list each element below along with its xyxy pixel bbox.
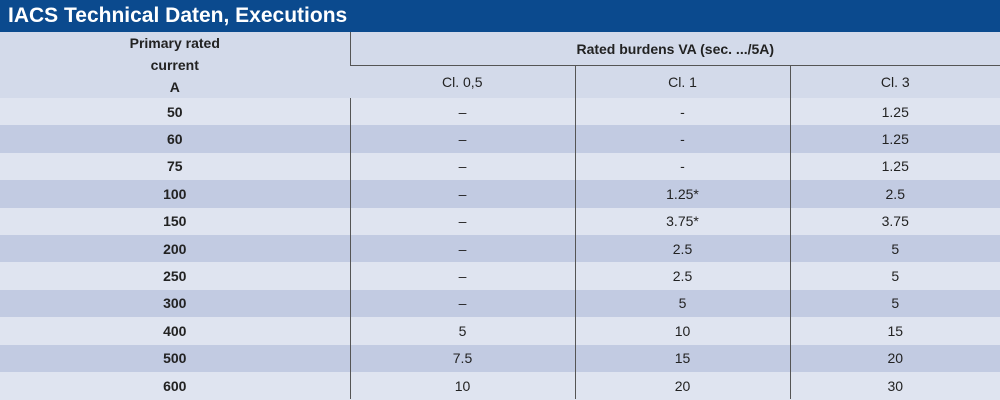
table-row: 600 10 20 30 bbox=[0, 371, 1000, 400]
table-cell: – bbox=[349, 207, 575, 235]
table-cell: 10 bbox=[574, 317, 790, 345]
table-cell: 300 bbox=[0, 289, 350, 318]
table-cell: – bbox=[349, 234, 575, 263]
header-line: Primary rated bbox=[129, 35, 220, 51]
table-cell: 5 bbox=[789, 262, 1000, 290]
header-line: current bbox=[150, 57, 199, 73]
table-row: 150–3.75* 3.75 bbox=[0, 207, 1000, 235]
table-cell: 200 bbox=[0, 234, 350, 263]
table-cell: 250 bbox=[0, 262, 350, 290]
table-cell: 500 bbox=[0, 344, 350, 372]
column-header: Cl. 3 bbox=[789, 65, 1000, 98]
table-cell: 1.25 bbox=[789, 98, 1000, 126]
table-cell: 5 bbox=[574, 289, 790, 318]
table-cell: 1.25 bbox=[789, 152, 1000, 181]
table-cell: 2.5 bbox=[574, 234, 790, 263]
table-cell: – bbox=[349, 180, 575, 208]
table-cell: 7.5 bbox=[349, 344, 575, 372]
table-row: 75– -1.25 bbox=[0, 152, 1000, 181]
table-cell: 75 bbox=[0, 152, 350, 181]
table-row: 60– -1.25 bbox=[0, 125, 1000, 153]
table-cell: 20 bbox=[574, 371, 790, 400]
table-cell: - bbox=[574, 98, 790, 126]
table-cell: 3.75* bbox=[574, 207, 790, 235]
table-cell: - bbox=[574, 125, 790, 153]
table-cell: – bbox=[349, 262, 575, 290]
table-cell: 2.5 bbox=[789, 180, 1000, 208]
table-cell: – bbox=[349, 125, 575, 153]
table-row: 100–1.25* 2.5 bbox=[0, 180, 1000, 208]
table-cell: 1.25 bbox=[789, 125, 1000, 153]
table-cell: 150 bbox=[0, 207, 350, 235]
table-row: 50– -1.25 bbox=[0, 98, 1000, 126]
group-header: Rated burdens VA (sec. .../5A) bbox=[349, 32, 1000, 66]
table-cell: 60 bbox=[0, 125, 350, 153]
table-cell: 50 bbox=[0, 98, 350, 126]
table-cell: 10 bbox=[349, 371, 575, 400]
table-row: 400 5 10 15 bbox=[0, 317, 1000, 345]
table-cell: – bbox=[349, 152, 575, 181]
table-cell: – bbox=[349, 289, 575, 318]
table-cell: 1.25* bbox=[574, 180, 790, 208]
data-table: Primary rated current A Rated burdens VA… bbox=[0, 32, 1000, 400]
table-cell: 20 bbox=[789, 344, 1000, 372]
table-cell: 3.75 bbox=[789, 207, 1000, 235]
primary-header: Primary rated current A bbox=[0, 32, 350, 98]
table-cell: 5 bbox=[349, 317, 575, 345]
table-cell: 100 bbox=[0, 180, 350, 208]
table-cell: 15 bbox=[574, 344, 790, 372]
table-row: 250–2.5 5 bbox=[0, 262, 1000, 290]
table-row: 200–2.5 5 bbox=[0, 234, 1000, 263]
table-cell: - bbox=[574, 152, 790, 181]
table-cell: 30 bbox=[789, 371, 1000, 400]
table-cell: 600 bbox=[0, 371, 350, 400]
title-bar: IACS Technical Daten, Executions bbox=[0, 0, 1000, 32]
table-cell: 15 bbox=[789, 317, 1000, 345]
table-cell: 400 bbox=[0, 317, 350, 345]
header-line: A bbox=[169, 79, 180, 95]
table-row: 300–5 5 bbox=[0, 289, 1000, 318]
column-header: Cl. 0,5 bbox=[350, 65, 575, 98]
table-cell: 2.5 bbox=[574, 262, 790, 290]
table-cell: – bbox=[349, 98, 575, 126]
table-cell: 5 bbox=[789, 234, 1000, 263]
column-header: Cl. 1 bbox=[574, 65, 790, 98]
table-cell: 5 bbox=[789, 289, 1000, 318]
table-row: 500 7.5 15 20 bbox=[0, 344, 1000, 372]
